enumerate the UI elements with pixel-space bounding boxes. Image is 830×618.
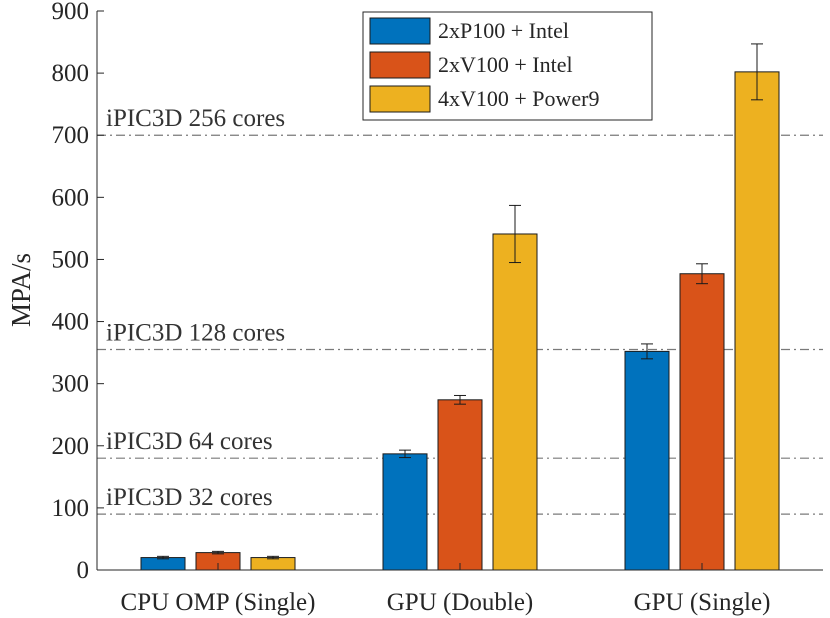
legend-label: 2xV100 + Intel (438, 52, 573, 77)
y-tick-label: 500 (52, 246, 90, 273)
legend: 2xP100 + Intel 2xV100 + Intel 4xV100 + Pow… (362, 11, 653, 121)
bar (679, 273, 725, 571)
y-tick-label: 200 (52, 433, 90, 460)
y-axis-label: MPA/s (6, 253, 36, 327)
y-tick-label: 300 (52, 371, 90, 398)
y-tick-label: 900 (52, 0, 90, 25)
legend-swatch (369, 85, 431, 113)
reference-line-label: iPIC3D 128 cores (106, 320, 285, 347)
reference-line-label: iPIC3D 256 cores (106, 105, 285, 132)
y-tick-label: 100 (52, 495, 90, 522)
x-tick-label: GPU (Double) (387, 589, 534, 616)
x-tick-label: GPU (Single) (634, 589, 771, 616)
bar (140, 557, 186, 571)
bar (624, 350, 670, 571)
bar (250, 557, 296, 571)
legend-label: 2xP100 + Intel (438, 18, 569, 43)
legend-label: 4xV100 + Power9 (438, 86, 600, 111)
y-tick-label: 400 (52, 309, 90, 336)
y-tick-label: 700 (52, 122, 90, 149)
x-tick-label: CPU OMP (Single) (121, 589, 316, 616)
axes-layer: CPU OMP (Single) GPU (Double) GPU (Single)… (52, 0, 823, 616)
bar (492, 233, 538, 571)
bar (734, 71, 780, 571)
reference-line-label: iPIC3D 64 cores (106, 428, 273, 455)
y-tick-label: 800 (52, 60, 90, 87)
legend-swatch (369, 51, 431, 79)
reference-lines-layer: iPIC3D 256 cores iPIC3D 128 cores iPIC3D 6… (97, 105, 823, 515)
legend-swatch (369, 17, 431, 45)
bars-layer (140, 43, 780, 571)
bar (437, 399, 483, 571)
reference-line-label: iPIC3D 32 cores (106, 484, 273, 511)
y-tick-label: 0 (77, 557, 90, 584)
y-tick-label: 600 (52, 184, 90, 211)
bar (382, 453, 428, 571)
